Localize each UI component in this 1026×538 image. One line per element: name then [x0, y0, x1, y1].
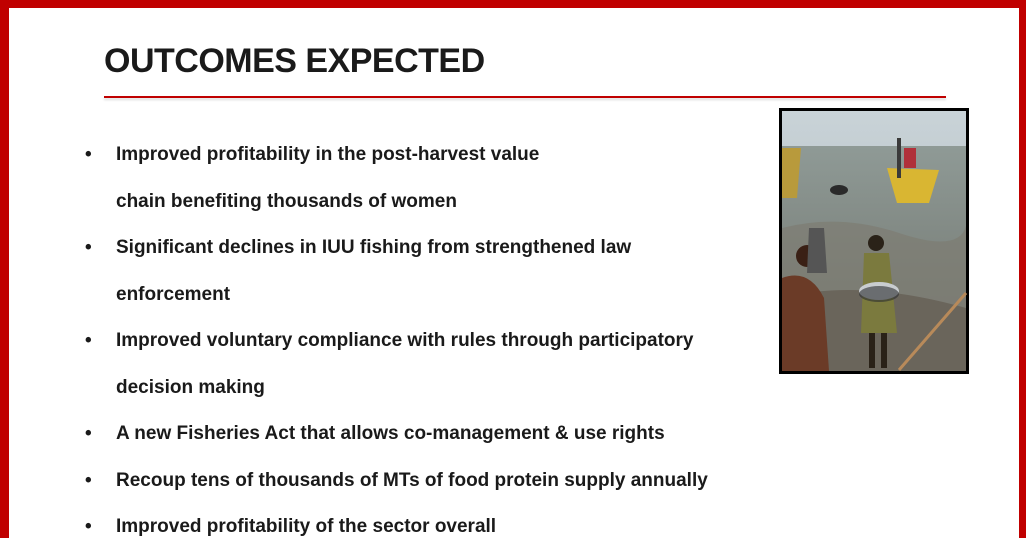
bullet-text: Recoup tens of thousands of MTs of food …: [116, 469, 708, 491]
bullet-item: Improved profitability in the post-harve…: [81, 132, 708, 225]
bullet-item: Significant declines in IUU fishing from…: [81, 225, 708, 318]
bullet-text: Improved profitability of the sector ove…: [116, 516, 497, 537]
bullet-text: Improved voluntary compliance with rules…: [116, 330, 694, 351]
bullet-text: A new Fisheries Act that allows co-manag…: [116, 423, 665, 444]
photo: [779, 108, 969, 374]
bullet-item: Improved voluntary compliance with rules…: [81, 318, 708, 411]
slide-title: OUTCOMES EXPECTED: [104, 42, 485, 80]
bullet-text: enforcement: [116, 283, 231, 305]
bullet-text: chain benefiting thousands of women: [116, 190, 457, 212]
bullet-list: Improved profitability in the post-harve…: [81, 132, 708, 538]
bullet-text: Improved profitability in the post-harve…: [116, 144, 540, 165]
title-rule: [104, 96, 946, 98]
bullet-text: decision making: [116, 376, 265, 398]
bullet-item: Improved profitability of the sector ove…: [81, 504, 708, 538]
bullet-text: Significant declines in IUU fishing from…: [116, 237, 632, 258]
bullet-item: A new Fisheries Act that allows co-manag…: [81, 411, 708, 458]
bullet-item: Recoup tens of thousands of MTs of food …: [81, 458, 708, 505]
